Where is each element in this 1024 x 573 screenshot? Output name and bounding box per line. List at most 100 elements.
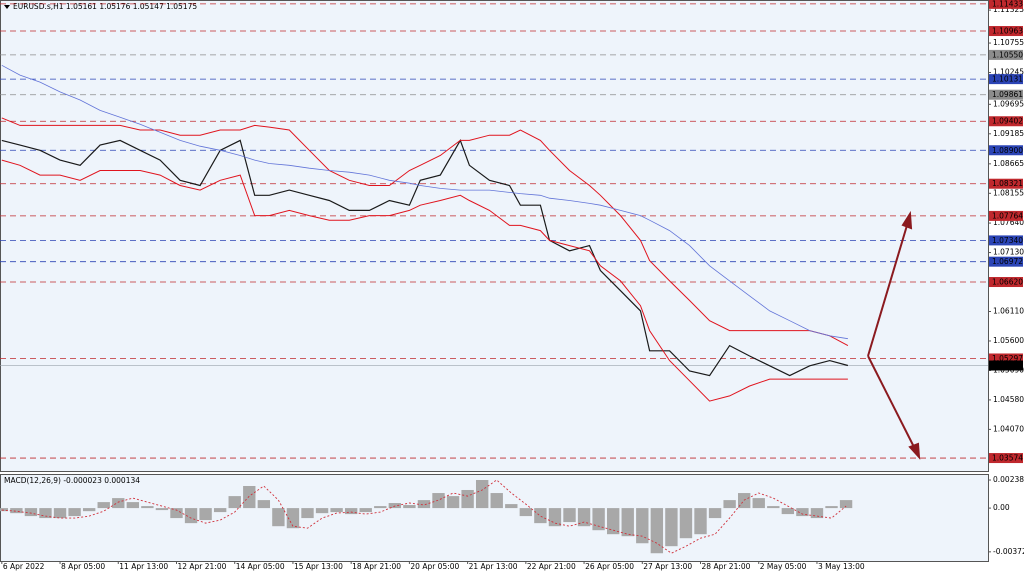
- macd-bar: [810, 508, 824, 519]
- macd-bar: [767, 506, 780, 509]
- macd-bar: [68, 508, 81, 517]
- macd-bar: [825, 506, 838, 509]
- macd-bar: [112, 498, 125, 509]
- arrowhead-down: [908, 442, 921, 460]
- macd-bar: [432, 493, 445, 509]
- macd-bar: [374, 506, 387, 509]
- macd-bar: [679, 508, 693, 539]
- price-series: [1, 159, 848, 402]
- macd-bar: [650, 508, 664, 554]
- macd-bar: [781, 508, 795, 515]
- macd-bar: [199, 508, 212, 521]
- macd-bar: [170, 508, 183, 519]
- level-label: 1.06972: [992, 257, 1023, 266]
- x-tick-label: 26 Apr 05:00: [585, 562, 634, 571]
- x-tick-label: 15 Apr 13:00: [294, 562, 343, 571]
- level-label-box: [989, 178, 1023, 189]
- macd-bar: [53, 508, 67, 519]
- macd-bar: [330, 508, 343, 513]
- macd-panel: [0, 474, 989, 562]
- macd-bar: [665, 508, 678, 547]
- x-tick-label: 8 Apr 05:00: [61, 562, 105, 571]
- y-tick-label: -0.003721: [993, 547, 1024, 556]
- macd-bar: [388, 503, 402, 509]
- y-tick-label: 1.04580: [993, 395, 1024, 404]
- level-label: 1.11433: [992, 0, 1023, 8]
- y-tick-label: 1.04070: [993, 424, 1024, 433]
- macd-bar: [141, 506, 154, 509]
- macd-bar: [577, 508, 591, 527]
- macd-bar: [446, 496, 460, 509]
- macd-bar: [563, 508, 576, 523]
- level-label: 1.03574: [992, 454, 1023, 463]
- macd-bar: [839, 500, 853, 509]
- macd-bar: [592, 508, 605, 531]
- level-label: 1.09861: [992, 90, 1023, 99]
- y-tick-label: 1.11325: [993, 5, 1024, 14]
- forecast-arrows: [867, 210, 921, 460]
- macd-bar: [505, 504, 518, 509]
- macd-bar: [344, 508, 358, 515]
- y-tick-label: 1.10755: [993, 38, 1024, 47]
- y-tick-label: 1.10245: [993, 68, 1024, 77]
- arrow-up: [867, 221, 909, 357]
- level-label-box: [989, 256, 1023, 267]
- y-tick-label: 1.08155: [993, 188, 1024, 197]
- x-tick-label: 11 Apr 13:00: [119, 562, 168, 571]
- macd-bar: [534, 508, 547, 524]
- macd-bar: [708, 508, 722, 519]
- macd-bar: [519, 508, 533, 517]
- level-label: 1.05297: [992, 354, 1023, 363]
- macd-bar: [606, 508, 620, 535]
- price-series: [1, 138, 849, 377]
- macd-bar: [461, 489, 474, 509]
- macd-bar: [10, 508, 23, 514]
- macd-bar: [126, 502, 140, 509]
- macd-bar: [694, 508, 707, 535]
- macd-bar: [403, 505, 416, 509]
- x-tick-label: 27 Apr 13:00: [643, 562, 692, 571]
- y-tick-label: 1.09185: [993, 129, 1024, 138]
- macd-bar: [243, 485, 256, 509]
- x-tick-label: 21 Apr 13:00: [469, 562, 518, 571]
- macd-signal: [1, 479, 847, 554]
- level-label: 1.10131: [992, 75, 1023, 84]
- macd-bar: [228, 496, 241, 509]
- y-tick-label: 1.08665: [993, 159, 1024, 168]
- macd-bar: [636, 508, 649, 544]
- level-label: 1.08900: [992, 146, 1023, 155]
- level-label: 1.10963: [992, 27, 1023, 36]
- macd-bar: [475, 479, 489, 509]
- level-label-box: [989, 145, 1023, 156]
- x-tick-label: 12 Apr 21:00: [177, 562, 226, 571]
- macd-bar: [723, 500, 736, 509]
- level-label-box: [989, 26, 1023, 37]
- macd-title: MACD(12,26,9) -0.000023 0.000134: [4, 476, 140, 485]
- macd-bar: [24, 508, 38, 517]
- macd-bar: [301, 508, 314, 519]
- level-label-box: [989, 353, 1023, 364]
- level-label: 1.09402: [992, 117, 1023, 126]
- x-tick-label: 22 Apr 21:00: [527, 562, 576, 571]
- arrowhead-up: [901, 210, 913, 230]
- level-label-box: [989, 0, 1023, 9]
- macd-bar: [621, 508, 634, 537]
- level-label-box: [989, 49, 1023, 60]
- x-tick-label: 3 May 13:00: [818, 562, 865, 571]
- menu-triangle[interactable]: [4, 5, 10, 9]
- level-label: 1.07340: [992, 236, 1023, 245]
- macd-bar: [0, 508, 9, 512]
- macd-bar: [752, 498, 765, 509]
- macd-bar: [257, 500, 271, 509]
- level-label: 1.07764: [992, 211, 1023, 220]
- macd-bar: [548, 508, 562, 527]
- x-tick-label: 18 Apr 21:00: [352, 562, 401, 571]
- macd-bar: [155, 508, 169, 511]
- macd-bar: [359, 508, 372, 513]
- macd-bar: [286, 508, 300, 529]
- x-tick-label: 28 Apr 21:00: [702, 562, 751, 571]
- level-label: 1.06620: [992, 278, 1023, 287]
- x-tick-label: 6 Apr 2022: [3, 562, 45, 571]
- arrow-down: [867, 355, 916, 450]
